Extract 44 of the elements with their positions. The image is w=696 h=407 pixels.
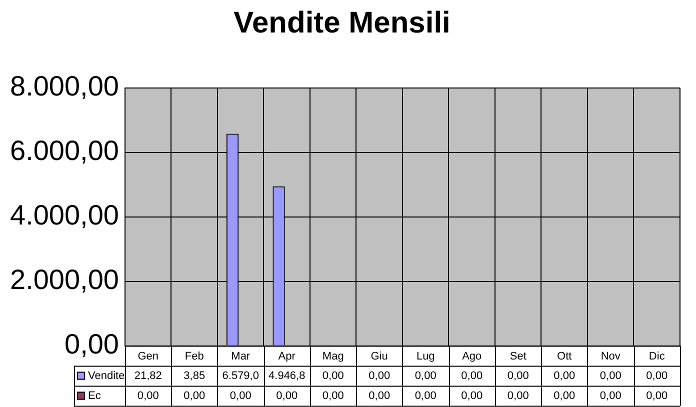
data-label: 0,00	[554, 390, 576, 402]
data-label: 0,00	[600, 390, 622, 402]
data-label: 0,00	[184, 390, 206, 402]
x-tick-label: Mag	[322, 350, 344, 362]
data-label: 0,00	[646, 370, 668, 382]
data-label: 0,00	[507, 370, 529, 382]
data-label: 6.579,0	[222, 370, 259, 382]
y-tick-label: 6.000,00	[10, 135, 119, 166]
x-tick-label: Set	[510, 350, 526, 362]
data-label: 21,82	[134, 370, 162, 382]
x-tick-label: Ago	[462, 350, 482, 362]
x-tick-label: Mar	[231, 350, 250, 362]
x-tick-label: Ott	[557, 350, 572, 362]
data-label: 3,85	[184, 370, 206, 382]
data-label: 0,00	[322, 390, 344, 402]
data-label: 0,00	[646, 390, 668, 402]
x-tick-label: Dic	[648, 350, 666, 362]
data-label: 0,00	[276, 390, 298, 402]
data-label: 0,00	[414, 370, 436, 382]
x-tick-label: Feb	[184, 350, 204, 362]
data-label: 0,00	[600, 370, 622, 382]
data-label: 0,00	[368, 390, 390, 402]
data-label: 0,00	[137, 390, 159, 402]
legend-label: Ec	[88, 390, 102, 402]
x-tick-label: Nov	[600, 350, 621, 362]
data-label: 0,00	[461, 390, 483, 402]
x-tick-label: Gen	[138, 350, 159, 362]
y-tick-label: 0,00	[64, 328, 119, 360]
data-label: 0,00	[322, 370, 344, 382]
x-tick-label: Apr	[278, 350, 296, 362]
data-label: 0,00	[507, 390, 529, 402]
data-label: 0,00	[554, 370, 576, 382]
data-label: 0,00	[368, 370, 390, 382]
x-tick-label: Lug	[416, 350, 435, 362]
data-label: 0,00	[230, 390, 252, 402]
data-label: 0,00	[414, 390, 436, 402]
legend-label: Vendite	[88, 370, 125, 382]
data-label: 4.946,8	[268, 370, 306, 382]
data-label: 0,00	[461, 370, 483, 382]
x-tick-label: Giu	[370, 350, 388, 362]
y-tick-label: 2.000,00	[10, 264, 119, 296]
y-tick-label: 4.000,00	[10, 200, 119, 231]
chart-title: Vendite Mensili	[234, 6, 450, 40]
y-tick-label: 8.000,00	[10, 70, 119, 102]
